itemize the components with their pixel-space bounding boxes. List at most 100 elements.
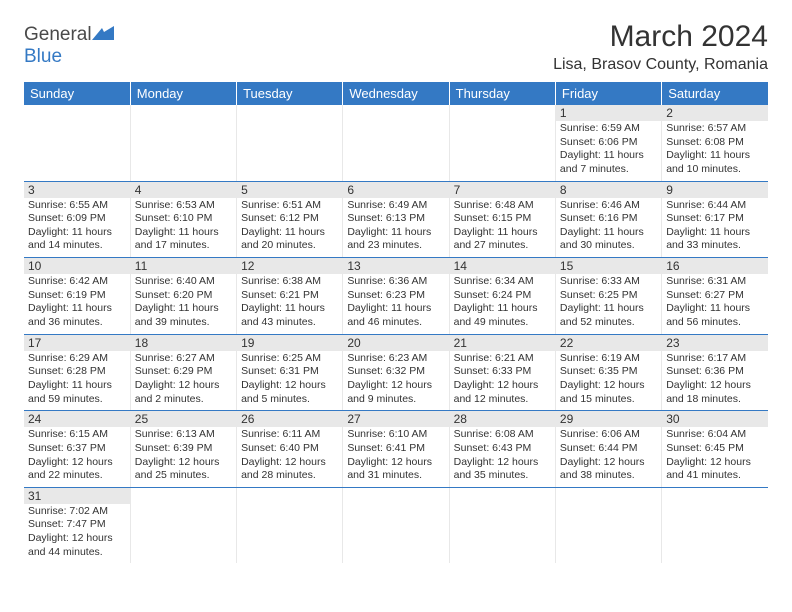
day-header: Friday: [555, 82, 661, 105]
calendar-cell: 25Sunrise: 6:13 AMSunset: 6:39 PMDayligh…: [130, 411, 236, 488]
day-info: Sunrise: 6:57 AMSunset: 6:08 PMDaylight:…: [666, 122, 764, 177]
calendar-cell-empty: [449, 487, 555, 563]
logo-text-general: General: [24, 24, 92, 45]
calendar-cell: 30Sunrise: 6:04 AMSunset: 6:45 PMDayligh…: [662, 411, 768, 488]
calendar-cell: 9Sunrise: 6:44 AMSunset: 6:17 PMDaylight…: [662, 181, 768, 258]
day-number: 24: [24, 411, 130, 427]
day-number: 22: [556, 335, 661, 351]
day-info: Sunrise: 6:06 AMSunset: 6:44 PMDaylight:…: [560, 428, 657, 483]
calendar-cell: 7Sunrise: 6:48 AMSunset: 6:15 PMDaylight…: [449, 181, 555, 258]
day-info: Sunrise: 6:08 AMSunset: 6:43 PMDaylight:…: [454, 428, 551, 483]
calendar-cell: 4Sunrise: 6:53 AMSunset: 6:10 PMDaylight…: [130, 181, 236, 258]
logo-text: GeneralBlue: [24, 24, 114, 68]
calendar-cell: 29Sunrise: 6:06 AMSunset: 6:44 PMDayligh…: [555, 411, 661, 488]
calendar-cell: 23Sunrise: 6:17 AMSunset: 6:36 PMDayligh…: [662, 334, 768, 411]
day-info: Sunrise: 6:34 AMSunset: 6:24 PMDaylight:…: [454, 275, 551, 330]
calendar-cell: 27Sunrise: 6:10 AMSunset: 6:41 PMDayligh…: [343, 411, 449, 488]
header: GeneralBlue March 2024 Lisa, Brasov Coun…: [24, 20, 768, 74]
day-number: 19: [237, 335, 342, 351]
day-info: Sunrise: 6:44 AMSunset: 6:17 PMDaylight:…: [666, 199, 764, 254]
day-number: 28: [450, 411, 555, 427]
day-number: 1: [556, 105, 661, 121]
day-number: 14: [450, 258, 555, 274]
day-info: Sunrise: 6:13 AMSunset: 6:39 PMDaylight:…: [135, 428, 232, 483]
calendar-cell: 8Sunrise: 6:46 AMSunset: 6:16 PMDaylight…: [555, 181, 661, 258]
calendar-cell: 13Sunrise: 6:36 AMSunset: 6:23 PMDayligh…: [343, 258, 449, 335]
calendar-cell-empty: [237, 105, 343, 181]
day-info: Sunrise: 6:49 AMSunset: 6:13 PMDaylight:…: [347, 199, 444, 254]
day-number: 3: [24, 182, 130, 198]
day-info: Sunrise: 6:55 AMSunset: 6:09 PMDaylight:…: [28, 199, 126, 254]
day-number: 23: [662, 335, 768, 351]
calendar-cell: 11Sunrise: 6:40 AMSunset: 6:20 PMDayligh…: [130, 258, 236, 335]
calendar-cell-empty: [343, 105, 449, 181]
day-info: Sunrise: 6:31 AMSunset: 6:27 PMDaylight:…: [666, 275, 764, 330]
calendar-cell: 17Sunrise: 6:29 AMSunset: 6:28 PMDayligh…: [24, 334, 130, 411]
calendar-cell: 15Sunrise: 6:33 AMSunset: 6:25 PMDayligh…: [555, 258, 661, 335]
day-info: Sunrise: 6:25 AMSunset: 6:31 PMDaylight:…: [241, 352, 338, 407]
calendar-row: 31Sunrise: 7:02 AMSunset: 7:47 PMDayligh…: [24, 487, 768, 563]
title-block: March 2024 Lisa, Brasov County, Romania: [553, 20, 768, 74]
calendar-cell: 26Sunrise: 6:11 AMSunset: 6:40 PMDayligh…: [237, 411, 343, 488]
day-header: Saturday: [662, 82, 768, 105]
day-info: Sunrise: 6:48 AMSunset: 6:15 PMDaylight:…: [454, 199, 551, 254]
location: Lisa, Brasov County, Romania: [553, 56, 768, 74]
day-info: Sunrise: 6:11 AMSunset: 6:40 PMDaylight:…: [241, 428, 338, 483]
calendar-cell-empty: [237, 487, 343, 563]
day-info: Sunrise: 6:17 AMSunset: 6:36 PMDaylight:…: [666, 352, 764, 407]
calendar-cell-empty: [662, 487, 768, 563]
day-info: Sunrise: 6:10 AMSunset: 6:41 PMDaylight:…: [347, 428, 444, 483]
day-info: Sunrise: 6:46 AMSunset: 6:16 PMDaylight:…: [560, 199, 657, 254]
day-number: 10: [24, 258, 130, 274]
day-info: Sunrise: 6:51 AMSunset: 6:12 PMDaylight:…: [241, 199, 338, 254]
day-number: 25: [131, 411, 236, 427]
day-number: 21: [450, 335, 555, 351]
day-info: Sunrise: 7:02 AMSunset: 7:47 PMDaylight:…: [28, 505, 126, 560]
calendar-cell: 2Sunrise: 6:57 AMSunset: 6:08 PMDaylight…: [662, 105, 768, 181]
logo: GeneralBlue: [24, 20, 114, 68]
day-number: 26: [237, 411, 342, 427]
day-info: Sunrise: 6:38 AMSunset: 6:21 PMDaylight:…: [241, 275, 338, 330]
calendar-cell: 19Sunrise: 6:25 AMSunset: 6:31 PMDayligh…: [237, 334, 343, 411]
calendar-cell: 28Sunrise: 6:08 AMSunset: 6:43 PMDayligh…: [449, 411, 555, 488]
day-info: Sunrise: 6:33 AMSunset: 6:25 PMDaylight:…: [560, 275, 657, 330]
calendar-cell: 31Sunrise: 7:02 AMSunset: 7:47 PMDayligh…: [24, 487, 130, 563]
day-number: 15: [556, 258, 661, 274]
day-header: Monday: [130, 82, 236, 105]
day-header: Sunday: [24, 82, 130, 105]
calendar-body: 1Sunrise: 6:59 AMSunset: 6:06 PMDaylight…: [24, 105, 768, 563]
day-header: Tuesday: [237, 82, 343, 105]
day-number: 27: [343, 411, 448, 427]
calendar-cell: 5Sunrise: 6:51 AMSunset: 6:12 PMDaylight…: [237, 181, 343, 258]
day-header: Thursday: [449, 82, 555, 105]
day-info: Sunrise: 6:59 AMSunset: 6:06 PMDaylight:…: [560, 122, 657, 177]
calendar-cell-empty: [24, 105, 130, 181]
calendar-cell-empty: [130, 487, 236, 563]
calendar-cell: 24Sunrise: 6:15 AMSunset: 6:37 PMDayligh…: [24, 411, 130, 488]
day-number: 9: [662, 182, 768, 198]
day-info: Sunrise: 6:53 AMSunset: 6:10 PMDaylight:…: [135, 199, 232, 254]
calendar-cell: 14Sunrise: 6:34 AMSunset: 6:24 PMDayligh…: [449, 258, 555, 335]
calendar-cell: 10Sunrise: 6:42 AMSunset: 6:19 PMDayligh…: [24, 258, 130, 335]
calendar-row: 3Sunrise: 6:55 AMSunset: 6:09 PMDaylight…: [24, 181, 768, 258]
day-info: Sunrise: 6:23 AMSunset: 6:32 PMDaylight:…: [347, 352, 444, 407]
calendar-cell: 18Sunrise: 6:27 AMSunset: 6:29 PMDayligh…: [130, 334, 236, 411]
day-info: Sunrise: 6:29 AMSunset: 6:28 PMDaylight:…: [28, 352, 126, 407]
day-number: 2: [662, 105, 768, 121]
day-number: 20: [343, 335, 448, 351]
calendar-cell: 21Sunrise: 6:21 AMSunset: 6:33 PMDayligh…: [449, 334, 555, 411]
day-number: 4: [131, 182, 236, 198]
calendar-cell-empty: [130, 105, 236, 181]
logo-text-blue: Blue: [24, 46, 62, 67]
calendar-row: 1Sunrise: 6:59 AMSunset: 6:06 PMDaylight…: [24, 105, 768, 181]
day-info: Sunrise: 6:40 AMSunset: 6:20 PMDaylight:…: [135, 275, 232, 330]
day-number: 18: [131, 335, 236, 351]
day-info: Sunrise: 6:42 AMSunset: 6:19 PMDaylight:…: [28, 275, 126, 330]
logo-icon: [92, 24, 114, 45]
day-number: 12: [237, 258, 342, 274]
day-info: Sunrise: 6:04 AMSunset: 6:45 PMDaylight:…: [666, 428, 764, 483]
calendar-cell-empty: [449, 105, 555, 181]
day-number: 13: [343, 258, 448, 274]
calendar-cell: 16Sunrise: 6:31 AMSunset: 6:27 PMDayligh…: [662, 258, 768, 335]
calendar-row: 17Sunrise: 6:29 AMSunset: 6:28 PMDayligh…: [24, 334, 768, 411]
